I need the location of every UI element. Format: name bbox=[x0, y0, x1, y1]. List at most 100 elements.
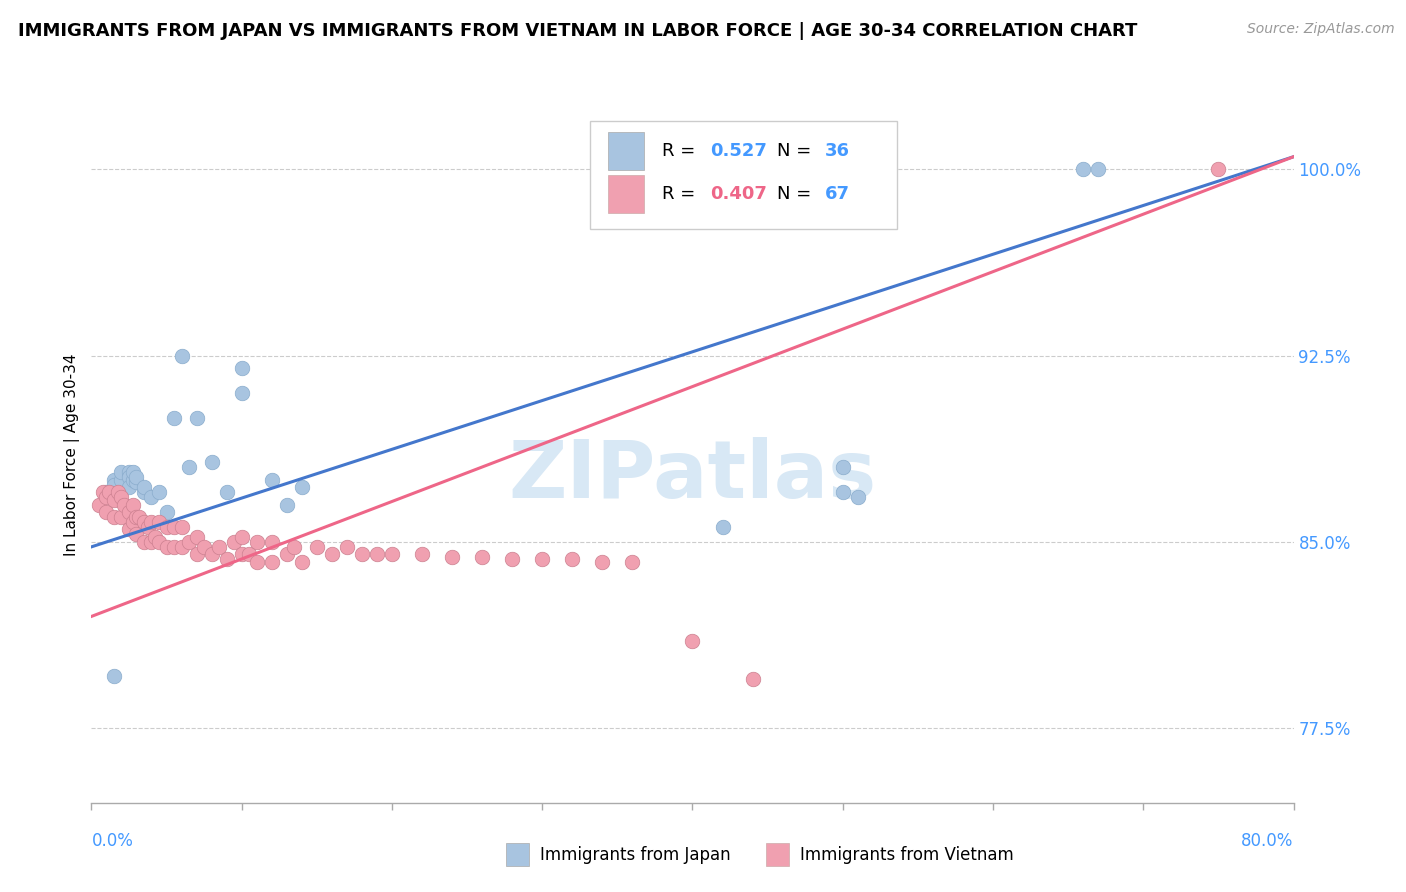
Point bbox=[846, 490, 869, 504]
Point bbox=[291, 480, 314, 494]
Text: 80.0%: 80.0% bbox=[1241, 832, 1294, 850]
Point bbox=[103, 510, 125, 524]
Point bbox=[155, 505, 177, 519]
Point bbox=[193, 540, 215, 554]
Point bbox=[1087, 162, 1109, 177]
Point bbox=[681, 634, 703, 648]
Point bbox=[561, 552, 583, 566]
Point bbox=[231, 530, 253, 544]
Point bbox=[98, 485, 121, 500]
Point bbox=[366, 547, 388, 561]
Point bbox=[186, 530, 208, 544]
Point bbox=[103, 477, 125, 491]
Point bbox=[831, 485, 853, 500]
Point bbox=[831, 460, 853, 475]
Point bbox=[141, 515, 163, 529]
Point bbox=[471, 549, 494, 564]
Point bbox=[132, 515, 155, 529]
Point bbox=[591, 555, 613, 569]
Text: 36: 36 bbox=[825, 142, 849, 160]
Point bbox=[260, 473, 283, 487]
Point bbox=[128, 510, 150, 524]
FancyBboxPatch shape bbox=[609, 175, 644, 213]
Point bbox=[876, 162, 898, 177]
Point bbox=[215, 552, 238, 566]
Point bbox=[118, 480, 141, 494]
Point bbox=[107, 485, 129, 500]
Point bbox=[170, 349, 193, 363]
Point bbox=[118, 470, 141, 484]
Point bbox=[155, 520, 177, 534]
Point bbox=[276, 498, 298, 512]
Point bbox=[125, 475, 148, 490]
Point bbox=[155, 540, 177, 554]
Text: R =: R = bbox=[662, 185, 702, 203]
Point bbox=[138, 520, 160, 534]
Point bbox=[118, 466, 141, 480]
Point bbox=[122, 466, 145, 480]
Point bbox=[148, 515, 170, 529]
Point bbox=[110, 473, 132, 487]
Point bbox=[125, 527, 148, 541]
Point bbox=[246, 535, 269, 549]
Point bbox=[96, 485, 118, 500]
Point bbox=[170, 520, 193, 534]
Point bbox=[125, 510, 148, 524]
Point bbox=[132, 485, 155, 500]
Point bbox=[87, 498, 110, 512]
Text: 67: 67 bbox=[825, 185, 849, 203]
Point bbox=[163, 540, 186, 554]
Point bbox=[531, 552, 554, 566]
Point bbox=[231, 385, 253, 400]
Text: 0.527: 0.527 bbox=[710, 142, 768, 160]
Point bbox=[231, 547, 253, 561]
Point bbox=[118, 523, 141, 537]
Point bbox=[177, 535, 200, 549]
Point bbox=[305, 540, 328, 554]
Point bbox=[1071, 162, 1094, 177]
Text: Immigrants from Japan: Immigrants from Japan bbox=[540, 846, 731, 863]
FancyBboxPatch shape bbox=[506, 844, 529, 865]
Point bbox=[132, 535, 155, 549]
Point bbox=[163, 520, 186, 534]
Point bbox=[260, 535, 283, 549]
Point bbox=[186, 547, 208, 561]
Point bbox=[381, 547, 404, 561]
Point bbox=[122, 515, 145, 529]
Text: 0.407: 0.407 bbox=[710, 185, 768, 203]
Point bbox=[291, 555, 314, 569]
Point bbox=[1208, 162, 1230, 177]
Text: R =: R = bbox=[662, 142, 702, 160]
Point bbox=[224, 535, 246, 549]
Point bbox=[711, 520, 734, 534]
Text: 0.0%: 0.0% bbox=[91, 832, 134, 850]
Point bbox=[215, 485, 238, 500]
Point bbox=[103, 492, 125, 507]
FancyBboxPatch shape bbox=[766, 844, 789, 865]
Point bbox=[110, 466, 132, 480]
FancyBboxPatch shape bbox=[591, 121, 897, 229]
Point bbox=[103, 473, 125, 487]
Point bbox=[125, 470, 148, 484]
Point bbox=[110, 490, 132, 504]
Point bbox=[336, 540, 359, 554]
Point bbox=[201, 547, 224, 561]
Point bbox=[246, 555, 269, 569]
Point bbox=[201, 455, 224, 469]
Point bbox=[122, 498, 145, 512]
Point bbox=[141, 535, 163, 549]
Text: N =: N = bbox=[776, 142, 817, 160]
Point bbox=[276, 547, 298, 561]
Text: N =: N = bbox=[776, 185, 817, 203]
Point bbox=[96, 505, 118, 519]
Text: ZIPatlas: ZIPatlas bbox=[509, 437, 876, 515]
Point bbox=[132, 480, 155, 494]
Point bbox=[501, 552, 523, 566]
Point bbox=[350, 547, 373, 561]
Point bbox=[411, 547, 433, 561]
Point bbox=[163, 410, 186, 425]
Text: Source: ZipAtlas.com: Source: ZipAtlas.com bbox=[1247, 22, 1395, 37]
Point bbox=[114, 498, 136, 512]
Point bbox=[143, 530, 166, 544]
Point bbox=[103, 669, 125, 683]
